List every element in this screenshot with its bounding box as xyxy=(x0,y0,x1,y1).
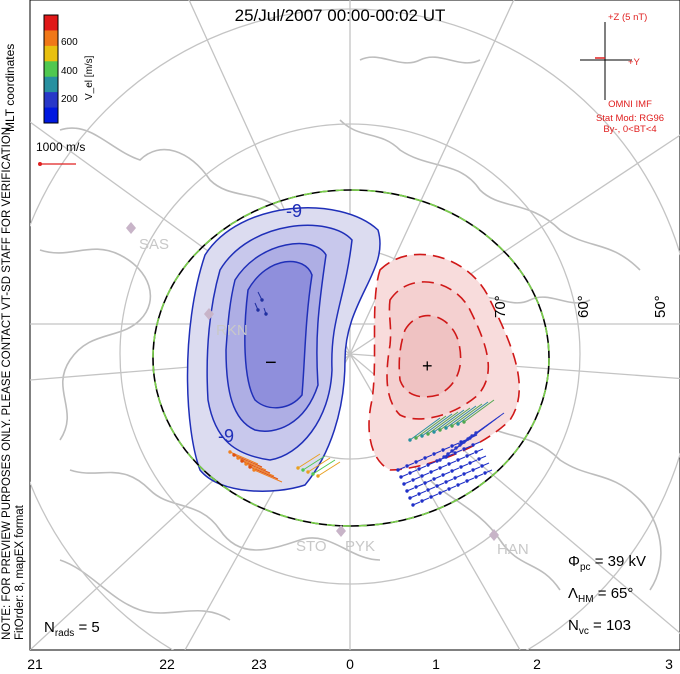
map-title: 25/Jul/2007 00:00-00:02 UT xyxy=(234,6,446,25)
contour-label-bottom: -9 xyxy=(218,426,235,446)
colorbar-tick-200: 200 xyxy=(61,94,78,105)
positive-convection-cell xyxy=(368,253,521,471)
mlt-hour-0: 0 xyxy=(346,656,354,672)
potential-minimum-marker: − xyxy=(265,352,277,374)
reference-vector xyxy=(38,162,76,166)
imf-source: OMNI IMF xyxy=(608,99,652,110)
colorbar-tick-400: 400 xyxy=(61,66,78,77)
mlt-coordinates-label: MLT coordinates xyxy=(3,43,17,132)
stat-phi-pc: Φpc = 39 kV xyxy=(568,553,646,573)
station-label-sas: SAS xyxy=(139,236,170,253)
mlt-hour-23: 23 xyxy=(251,656,267,672)
station-label-pyk: PYK xyxy=(345,538,376,555)
latitude-label-70: 70° xyxy=(492,295,509,318)
station-label-rkn: RKN xyxy=(216,322,248,339)
fit-order-note: FitOrder: 8, mapEX format xyxy=(14,505,26,640)
station-label-sto: STO xyxy=(296,538,327,555)
heppner-maynard-boundary-green xyxy=(152,189,550,527)
mlt-hour-2: 2 xyxy=(533,656,541,672)
velocity-vectors xyxy=(228,291,505,507)
station-marker-sas xyxy=(126,222,136,234)
colorbar-swatch xyxy=(44,107,58,124)
stat-lambda-hm: ΛHM = 65° xyxy=(568,585,634,605)
contour-label-top: -9 xyxy=(286,201,303,221)
latitude-label-60: 60° xyxy=(575,295,592,318)
imf-model: Stat Mod: RG96 xyxy=(595,113,665,124)
station-marker-sto xyxy=(336,525,346,537)
mlt-hour-21: 21 xyxy=(27,656,43,672)
station-label-han: HAN xyxy=(497,541,529,558)
colorbar-swatch xyxy=(44,45,58,62)
colorbar-swatch xyxy=(44,15,58,31)
colorbar-swatch xyxy=(44,61,58,78)
colorbar-title: V_el [m/s] xyxy=(84,55,95,100)
mlt-hour-3: 3 xyxy=(665,656,673,672)
reference-vector-label: 1000 m/s xyxy=(36,140,86,154)
stat-n-vc: Nvc = 103 xyxy=(568,617,631,637)
station-marker-rkn xyxy=(204,308,214,320)
colorbar-swatch xyxy=(44,30,58,47)
imf-y-label: +Y xyxy=(628,57,640,68)
imf-dial xyxy=(580,22,632,100)
stat-n-rads: Nrads = 5 xyxy=(44,619,100,639)
mlt-hour-1: 1 xyxy=(432,656,440,672)
negative-convection-cell xyxy=(186,207,381,492)
station-marker-han xyxy=(489,529,499,541)
preview-note: NOTE: FOR PREVIEW PURPOSES ONLY. PLEASE … xyxy=(1,123,13,640)
potential-maximum-marker: + xyxy=(422,356,433,376)
station-markers xyxy=(126,222,499,541)
colorbar-swatch xyxy=(44,92,58,109)
colorbar-swatch xyxy=(44,76,58,93)
mlt-hour-22: 22 xyxy=(159,656,175,672)
velocity-colorbar xyxy=(43,14,59,124)
imf-z-label: +Z (5 nT) xyxy=(608,12,648,23)
imf-condition: By-, 0<BT<4 xyxy=(603,124,657,135)
colorbar-tick-600: 600 xyxy=(61,37,78,48)
latitude-label-50: 50° xyxy=(652,295,669,318)
